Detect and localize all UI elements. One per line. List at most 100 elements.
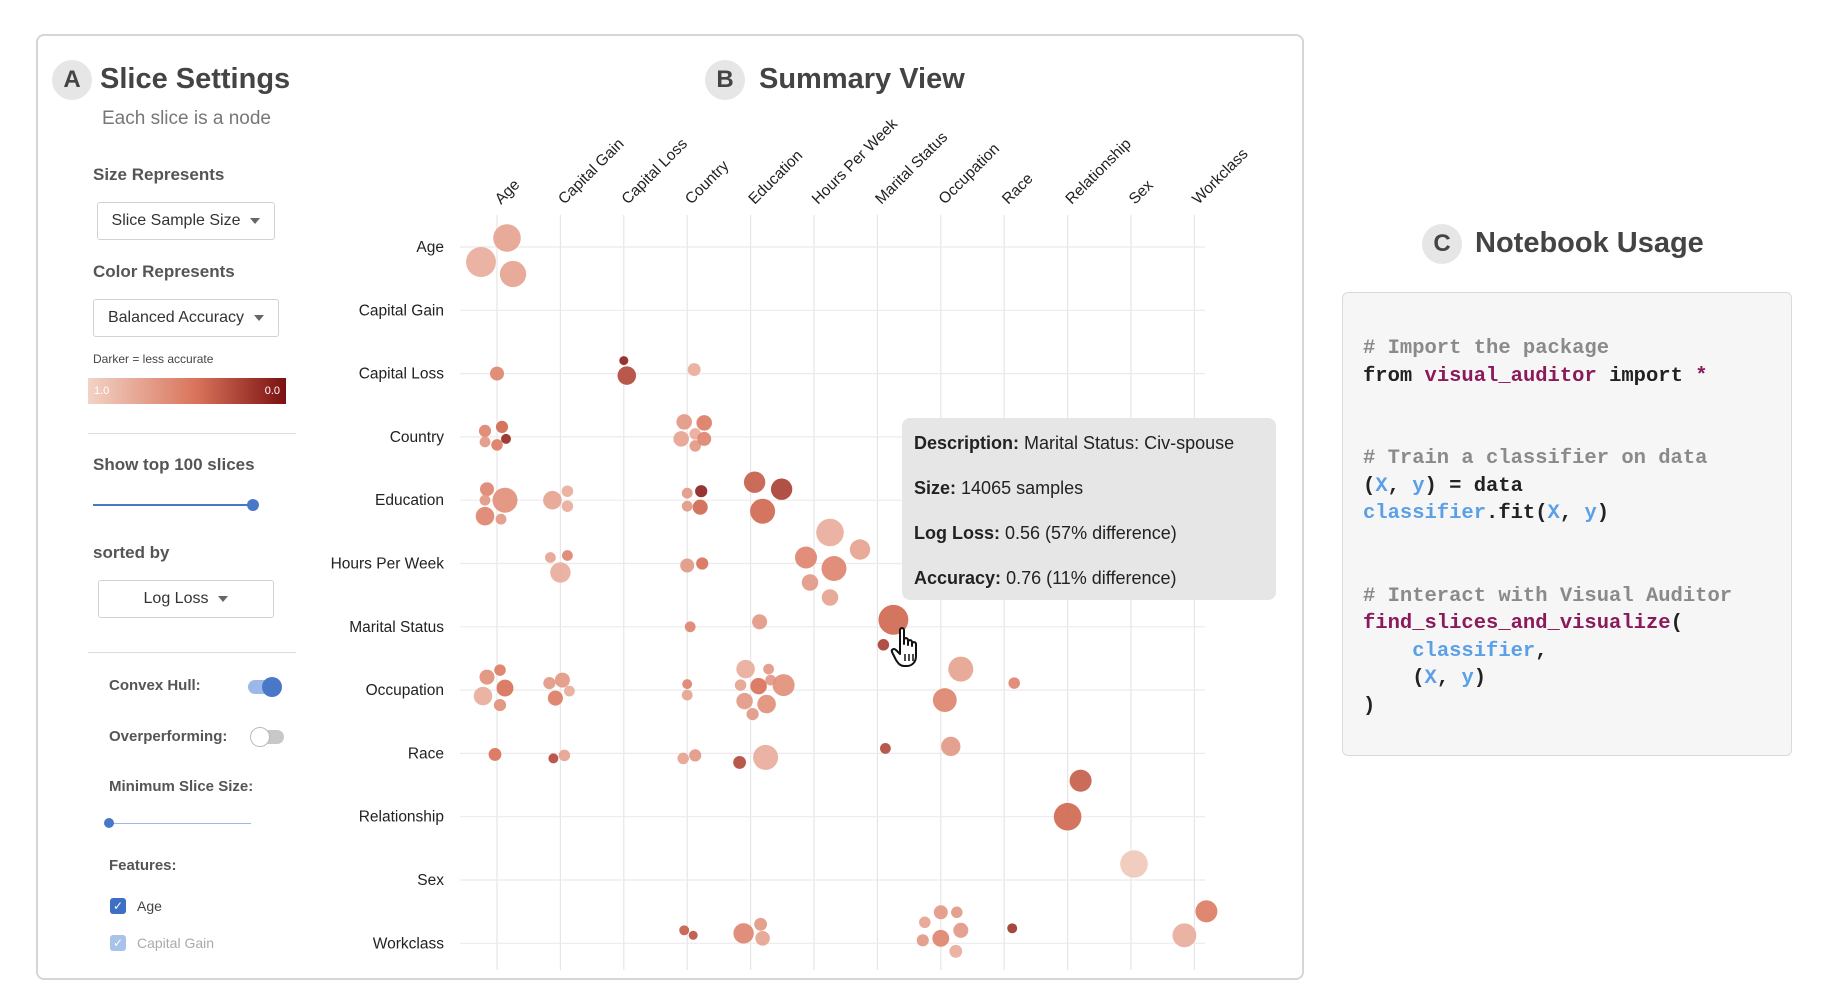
slice-bubble[interactable]: [493, 698, 507, 712]
slice-bubble[interactable]: [696, 415, 712, 431]
slice-bubble[interactable]: [681, 487, 693, 499]
slice-bubble[interactable]: [491, 439, 503, 451]
slice-bubble[interactable]: [673, 431, 689, 447]
slice-bubble[interactable]: [746, 707, 759, 721]
slice-bubble[interactable]: [543, 676, 556, 690]
slice-bubble[interactable]: [479, 436, 491, 448]
slice-bubble[interactable]: [736, 659, 755, 679]
slice-bubble[interactable]: [475, 506, 495, 526]
feature-checkbox-age[interactable]: ✓: [110, 898, 126, 914]
slice-bubble[interactable]: [821, 589, 839, 606]
slice-bubble[interactable]: [480, 482, 494, 497]
slice-bubble[interactable]: [547, 690, 563, 706]
slice-bubble[interactable]: [689, 749, 702, 762]
slice-bubble[interactable]: [1053, 802, 1082, 831]
convex-hull-toggle[interactable]: [248, 677, 282, 697]
slice-bubble[interactable]: [473, 686, 493, 706]
slice-bubble[interactable]: [692, 499, 708, 515]
slice-bubble[interactable]: [689, 440, 701, 452]
slice-bubble[interactable]: [680, 558, 695, 573]
slice-bubble[interactable]: [545, 552, 556, 563]
slice-bubble[interactable]: [543, 490, 562, 510]
slice-bubble[interactable]: [801, 574, 819, 591]
slice-bubble[interactable]: [734, 679, 747, 691]
slice-bubble[interactable]: [490, 366, 504, 381]
min-slice-size-slider[interactable]: [109, 823, 251, 824]
slice-bubble[interactable]: [501, 433, 511, 444]
slice-bubble[interactable]: [754, 917, 768, 931]
slice-bubble[interactable]: [548, 753, 559, 764]
slice-bubble[interactable]: [1008, 677, 1020, 689]
sorted-by-dropdown[interactable]: Log Loss: [98, 580, 274, 618]
slice-bubble[interactable]: [1195, 900, 1218, 923]
feature-checkbox-capital-gain[interactable]: ✓: [110, 935, 126, 951]
slice-bubble[interactable]: [496, 679, 514, 697]
color-represents-dropdown[interactable]: Balanced Accuracy: [93, 299, 279, 337]
slice-bubble[interactable]: [932, 688, 957, 713]
slice-bubble[interactable]: [681, 500, 693, 512]
slice-bubble[interactable]: [619, 356, 629, 366]
size-represents-dropdown[interactable]: Slice Sample Size: [97, 202, 275, 240]
slice-bubble[interactable]: [755, 931, 770, 946]
slice-bubble[interactable]: [743, 471, 766, 493]
slice-bubble[interactable]: [688, 930, 698, 940]
slice-bubble[interactable]: [479, 494, 491, 506]
slice-bubble[interactable]: [554, 672, 570, 688]
slice-bubble[interactable]: [916, 934, 929, 947]
slice-bubble[interactable]: [1120, 850, 1148, 878]
slice-bubble[interactable]: [684, 621, 696, 633]
slice-bubble[interactable]: [558, 749, 571, 762]
slice-bubble[interactable]: [933, 905, 948, 920]
slice-bubble[interactable]: [492, 487, 518, 513]
slice-bubble[interactable]: [697, 431, 712, 446]
slice-bubble[interactable]: [676, 414, 692, 430]
slice-bubble[interactable]: [770, 478, 793, 500]
slice-bubble[interactable]: [677, 752, 689, 765]
slice-bubble[interactable]: [880, 743, 891, 754]
slice-bubble[interactable]: [466, 247, 496, 277]
top-slices-slider-handle[interactable]: [247, 499, 259, 511]
slice-bubble[interactable]: [479, 669, 495, 685]
slice-bubble[interactable]: [750, 498, 776, 524]
slice-bubble[interactable]: [953, 922, 969, 938]
slice-bubble[interactable]: [679, 925, 690, 936]
slice-bubble[interactable]: [733, 923, 754, 944]
slice-bubble[interactable]: [1069, 769, 1092, 792]
slice-bubble[interactable]: [949, 944, 963, 958]
slice-bubble[interactable]: [550, 562, 571, 583]
slice-bubble[interactable]: [682, 679, 693, 690]
slice-bubble[interactable]: [948, 656, 974, 682]
slice-bubble[interactable]: [816, 518, 844, 547]
slice-bubble[interactable]: [877, 639, 890, 651]
slice-bubble[interactable]: [733, 755, 747, 769]
slice-bubble[interactable]: [562, 550, 573, 561]
overperforming-toggle[interactable]: [250, 727, 284, 747]
slice-bubble[interactable]: [1007, 923, 1018, 934]
slice-bubble[interactable]: [696, 557, 709, 570]
slice-bubble[interactable]: [499, 260, 527, 288]
slice-bubble[interactable]: [564, 685, 575, 697]
slice-bubble[interactable]: [561, 485, 574, 497]
slice-bubble[interactable]: [821, 556, 847, 581]
slice-bubble[interactable]: [757, 694, 776, 714]
slice-bubble[interactable]: [495, 420, 509, 434]
slice-bubble[interactable]: [478, 424, 492, 438]
slice-bubble[interactable]: [932, 929, 950, 947]
slice-bubble[interactable]: [695, 485, 708, 498]
slice-bubble[interactable]: [495, 513, 507, 525]
slice-bubble[interactable]: [753, 744, 779, 770]
slice-bubble[interactable]: [681, 689, 693, 701]
slice-bubble[interactable]: [494, 664, 506, 676]
slice-bubble[interactable]: [1172, 923, 1197, 948]
slice-bubble[interactable]: [919, 916, 931, 929]
slice-bubble[interactable]: [951, 906, 963, 919]
slice-bubble[interactable]: [752, 614, 768, 630]
slice-bubble[interactable]: [941, 736, 961, 757]
slice-bubble[interactable]: [849, 539, 871, 560]
slice-bubble[interactable]: [561, 500, 574, 512]
slice-bubble[interactable]: [763, 663, 774, 675]
min-slice-size-slider-handle[interactable]: [104, 818, 114, 828]
slice-bubble[interactable]: [617, 366, 637, 385]
slice-bubble[interactable]: [794, 546, 818, 569]
